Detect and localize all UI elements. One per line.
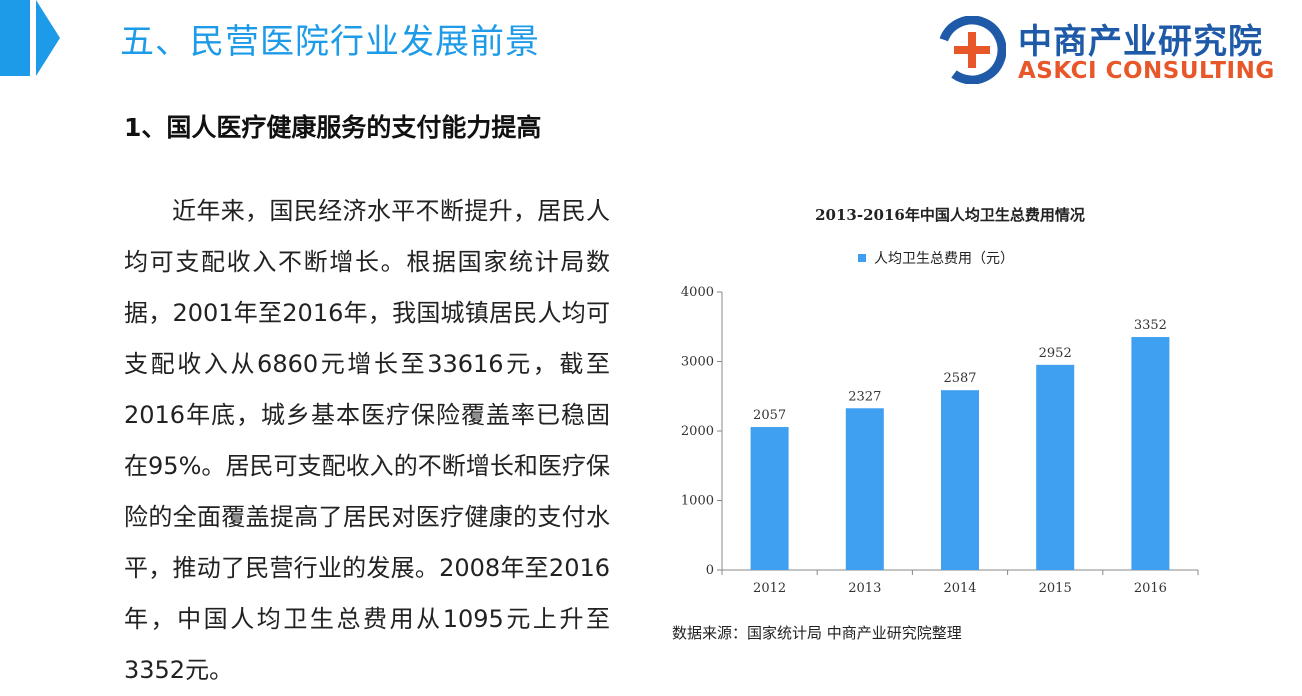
legend-swatch — [858, 254, 866, 262]
source-note: 数据来源：国家统计局 中商产业研究院整理 — [672, 624, 962, 642]
y-tick-label: 4000 — [681, 285, 714, 300]
x-tick-label-2014: 2014 — [943, 581, 976, 596]
slide-title: 五、民营医院行业发展前景 — [120, 22, 540, 62]
y-tick-label: 3000 — [681, 355, 714, 370]
y-tick-label: 0 — [706, 563, 714, 578]
logo-chinese-name: 中商产业研究院 — [1018, 22, 1263, 62]
data-label-2015: 2952 — [1039, 346, 1072, 361]
bar-2014 — [941, 390, 979, 570]
legend-label: 人均卫生总费用（元） — [874, 251, 1014, 267]
data-label-2012: 2057 — [753, 408, 786, 423]
data-label-2014: 2587 — [943, 371, 976, 386]
x-tick-label-2013: 2013 — [848, 581, 881, 596]
x-tick-label-2015: 2015 — [1039, 581, 1072, 596]
bar-2012 — [750, 427, 789, 570]
header-accent-bar — [0, 0, 30, 76]
body-paragraph: 近年来，国民经济水平不断提升，居民人均可支配收入不断增长。根据国家统计局数据，2… — [124, 197, 610, 684]
x-tick-label-2016: 2016 — [1134, 581, 1167, 596]
y-tick-label: 2000 — [681, 424, 714, 439]
company-logo: 中商产业研究院 ASKCI CONSULTING — [938, 16, 1288, 88]
section-heading: 1、国人医疗健康服务的支付能力提高 — [124, 113, 542, 142]
header-accent-chevron — [36, 0, 60, 76]
bar-2015 — [1036, 364, 1075, 570]
x-tick-label-2012: 2012 — [753, 581, 786, 596]
data-label-2016: 3352 — [1134, 318, 1167, 333]
logo-mark-icon — [938, 16, 1006, 84]
chart-title: 2013-2016年中国人均卫生总费用情况 — [815, 206, 1085, 224]
chart-legend: 人均卫生总费用（元） — [858, 248, 1014, 268]
bar-2013 — [845, 408, 884, 570]
data-label-2013: 2327 — [848, 389, 881, 404]
bar-chart: 0 1000 2000 3000 4000 2057 2012 2327 2013 2587 201… — [681, 285, 1199, 596]
y-tick-label: 1000 — [681, 494, 714, 509]
logo-english-name: ASKCI CONSULTING — [1018, 58, 1275, 84]
bar-2016 — [1131, 337, 1170, 570]
